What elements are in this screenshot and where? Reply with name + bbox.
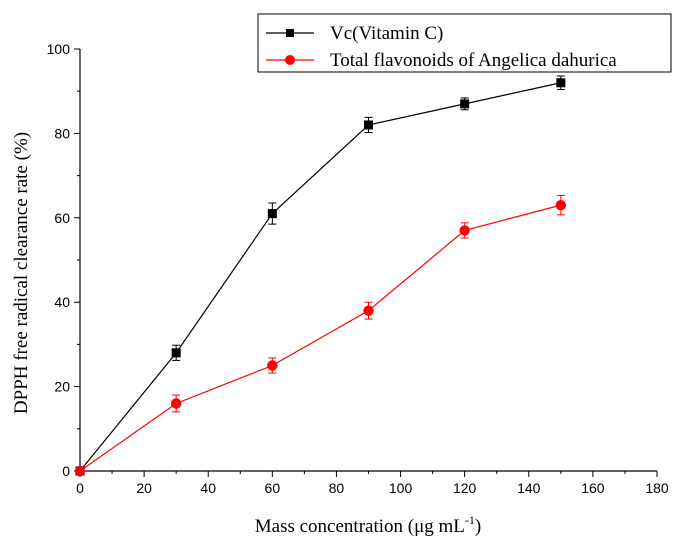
legend-marker-flavonoids: [285, 55, 295, 65]
x-axis-title: Mass concentration (μg mL-1): [255, 513, 482, 536]
y-tick-label: 60: [54, 210, 70, 226]
series-line-flavonoids: [79, 204, 561, 472]
y-tick-label: 80: [54, 125, 70, 141]
data-point-vc: [267, 209, 277, 219]
x-tick-label: 40: [200, 480, 216, 496]
data-point-flavonoids: [363, 305, 374, 316]
x-axis-title-superscript: -1: [465, 513, 475, 527]
x-tick-label: 60: [265, 480, 281, 496]
data-point-vc: [556, 78, 566, 88]
plot-area: 0 20 40 60 80 100 0 20 40 60 80 100 120 140 160 180: [47, 41, 669, 496]
x-axis-title-main: Mass concentration (μg mL: [255, 516, 465, 536]
y-axis-title: DPPH free radical clearance rate (%): [11, 132, 32, 414]
data-point-vc: [171, 348, 181, 358]
x-tick-label: 0: [76, 480, 84, 496]
legend-box: [257, 13, 672, 73]
y-tick-label: 40: [54, 294, 70, 310]
x-tick-label: 160: [581, 480, 605, 496]
data-point-flavonoids: [555, 199, 567, 211]
data-point-flavonoids: [170, 398, 182, 409]
y-tick-label: 0: [62, 463, 70, 479]
x-tick-label: 100: [389, 480, 413, 496]
x-tick-label: 180: [645, 480, 669, 496]
data-point-flavonoids: [267, 360, 278, 371]
y-tick-label: 100: [47, 41, 71, 57]
data-point-vc: [460, 99, 470, 109]
legend-marker-vc: [286, 29, 294, 37]
data-point-vc: [364, 120, 373, 130]
legend: Vc(Vitamin C) Total flavonoids of Angeli…: [257, 13, 672, 73]
data-point-flavonoids: [459, 225, 470, 236]
x-tick-label: 20: [136, 480, 152, 496]
legend-label-flavonoids: Total flavonoids of Angelica dahurica: [330, 50, 617, 71]
x-tick-label: 140: [517, 480, 541, 496]
x-axis-title-close: ): [475, 516, 481, 536]
series-line-vc: [79, 82, 561, 472]
data-point-flavonoids: [74, 465, 86, 477]
legend-label-vc: Vc(Vitamin C): [330, 23, 443, 44]
y-tick-label: 20: [54, 379, 70, 395]
x-tick-label: 80: [329, 480, 345, 496]
x-tick-label: 120: [453, 480, 477, 496]
